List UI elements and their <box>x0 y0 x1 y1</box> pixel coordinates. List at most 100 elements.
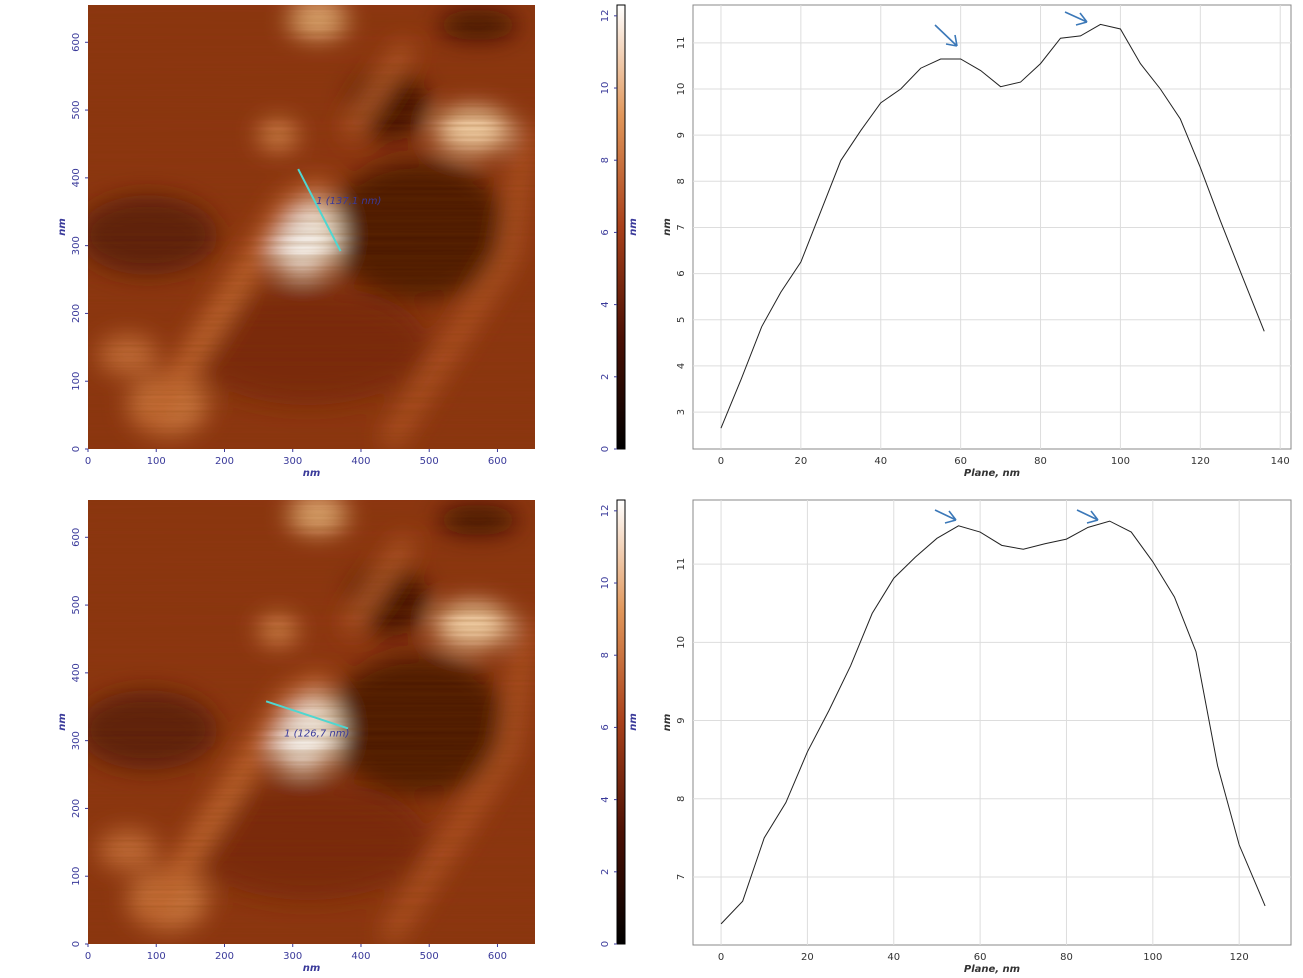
x-tick-label: 500 <box>420 456 439 467</box>
y-tick-label: 12 <box>600 504 611 517</box>
x-tick-label: 300 <box>283 951 302 962</box>
y-tick-label: 400 <box>71 663 82 682</box>
profile-line <box>297 168 342 252</box>
y-axis-label: nm <box>662 218 673 236</box>
y-tick-label: 11 <box>676 558 687 571</box>
y-tick-label: 200 <box>71 304 82 323</box>
arrow <box>1064 11 1088 26</box>
y-tick-label: 300 <box>71 731 82 750</box>
y-tick-label: 100 <box>71 372 82 391</box>
y-tick-label: 600 <box>71 528 82 547</box>
x-tick-label: 60 <box>974 952 987 963</box>
y-tick-label: 4 <box>600 796 611 802</box>
x-tick-label: 40 <box>874 456 887 467</box>
y-axis-label: nm <box>57 218 68 236</box>
y-tick-label: 0 <box>600 941 611 947</box>
y-tick-label: 11 <box>676 36 687 49</box>
x-tick-label: 100 <box>1111 456 1130 467</box>
arrow <box>934 24 958 47</box>
y-tick-label: 100 <box>71 867 82 886</box>
x-tick-label: 120 <box>1230 952 1249 963</box>
x-tick-label: 0 <box>718 952 724 963</box>
profile-line <box>265 700 349 730</box>
y-tick-label: 0 <box>71 941 82 947</box>
x-tick-label: 0 <box>85 951 91 962</box>
x-axis-label: nm <box>303 963 321 974</box>
y-tick-label: 7 <box>676 224 687 230</box>
colorbar-panel: 0 2 4 6 8 10 12 nm <box>600 4 639 452</box>
x-tick-label: 500 <box>420 951 439 962</box>
x-axis-label: Plane, nm <box>964 964 1020 975</box>
x-tick-label: 100 <box>1143 952 1162 963</box>
y-axis-label: nm <box>628 218 639 236</box>
image-panel: 0 100 200 300 400 500 600 0 100 200 300 400 500 600 nm… <box>57 2 535 479</box>
y-tick-label: 2 <box>600 869 611 875</box>
x-tick-label: 120 <box>1191 456 1210 467</box>
y-tick-label: 400 <box>71 168 82 187</box>
peak-arrows <box>934 11 1099 524</box>
x-tick-label: 300 <box>283 456 302 467</box>
y-tick-label: 500 <box>71 101 82 120</box>
profile-label: 1 (126,7 nm) <box>284 728 349 739</box>
y-tick-label: 9 <box>676 717 687 723</box>
x-axis-label: Plane, nm <box>964 468 1020 479</box>
y-tick-label: 8 <box>600 652 611 658</box>
profile-curve <box>720 23 1265 429</box>
line-panel: 0 20 40 60 80 100 120 7 8 9 10 11 Plane, nm nm <box>662 499 1292 975</box>
y-tick-label: 3 <box>676 409 687 415</box>
y-tick-label: 6 <box>676 270 687 276</box>
y-tick-label: 6 <box>600 724 611 730</box>
y-tick-label: 5 <box>676 317 687 323</box>
y-tick-label: 500 <box>71 596 82 615</box>
x-tick-label: 140 <box>1271 456 1290 467</box>
x-tick-label: 40 <box>887 952 900 963</box>
y-tick-label: 8 <box>676 178 687 184</box>
x-tick-label: 60 <box>954 456 967 467</box>
x-tick-label: 400 <box>351 951 370 962</box>
y-tick-label: 0 <box>71 446 82 452</box>
y-axis-label: nm <box>662 714 673 732</box>
y-tick-label: 10 <box>676 83 687 96</box>
colorbar <box>616 499 626 945</box>
y-tick-label: 600 <box>71 33 82 52</box>
x-tick-label: 600 <box>488 951 507 962</box>
x-axis-label: nm <box>303 468 321 479</box>
y-tick-label: 2 <box>600 374 611 380</box>
y-tick-label: 7 <box>676 874 687 880</box>
x-tick-label: 200 <box>215 456 234 467</box>
image-panel: 0 100 200 300 400 500 600 0 100 200 300 400 500 600 nm… <box>57 497 535 974</box>
x-tick-label: 200 <box>215 951 234 962</box>
x-tick-label: 80 <box>1060 952 1073 963</box>
arrow <box>1076 509 1099 524</box>
x-tick-label: 600 <box>488 456 507 467</box>
x-tick-label: 80 <box>1034 456 1047 467</box>
x-tick-label: 100 <box>147 456 166 467</box>
y-tick-label: 8 <box>676 796 687 802</box>
y-tick-label: 8 <box>600 157 611 163</box>
colorbar-panel: 0 2 4 6 8 10 12 nm <box>600 499 639 947</box>
y-tick-label: 4 <box>600 301 611 307</box>
afm-image <box>78 497 535 944</box>
arrow <box>934 509 957 524</box>
y-axis-label: nm <box>628 713 639 731</box>
y-tick-label: 200 <box>71 799 82 818</box>
y-tick-label: 12 <box>600 9 611 22</box>
y-tick-label: 4 <box>676 363 687 369</box>
y-tick-label: 10 <box>600 577 611 590</box>
line-panel: 0 20 40 60 80 100 120 140 3 4 5 6 7 8 9 10 11 Plane, nm nm <box>662 4 1292 479</box>
y-tick-label: 0 <box>600 446 611 452</box>
profile-curve <box>720 520 1266 925</box>
y-axis-label: nm <box>57 713 68 731</box>
x-tick-label: 100 <box>147 951 166 962</box>
profile-label: 1 (137,1 nm) <box>316 196 381 207</box>
y-tick-label: 6 <box>600 229 611 235</box>
y-tick-label: 9 <box>676 132 687 138</box>
x-tick-label: 0 <box>85 456 91 467</box>
plot-area <box>692 499 1292 946</box>
x-tick-label: 400 <box>351 456 370 467</box>
x-tick-label: 20 <box>801 952 814 963</box>
y-tick-label: 10 <box>676 636 687 649</box>
colorbar <box>616 4 626 450</box>
